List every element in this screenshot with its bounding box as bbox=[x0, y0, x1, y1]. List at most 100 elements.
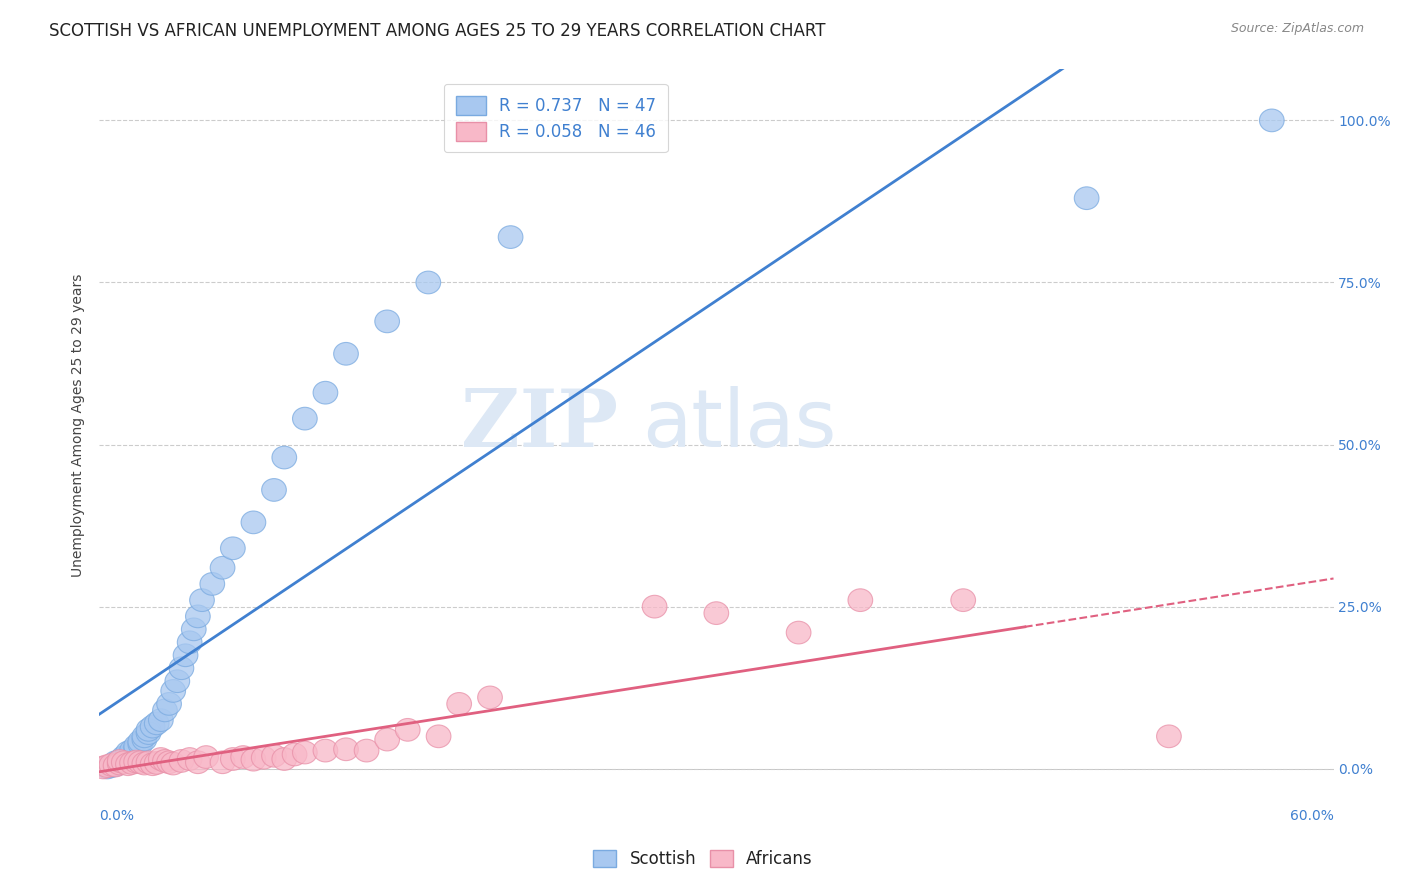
Ellipse shape bbox=[100, 754, 124, 776]
Ellipse shape bbox=[156, 751, 181, 773]
Ellipse shape bbox=[120, 739, 145, 762]
Ellipse shape bbox=[169, 749, 194, 772]
Ellipse shape bbox=[165, 670, 190, 692]
Ellipse shape bbox=[132, 752, 156, 775]
Ellipse shape bbox=[160, 680, 186, 702]
Ellipse shape bbox=[136, 718, 160, 741]
Text: Source: ZipAtlas.com: Source: ZipAtlas.com bbox=[1230, 22, 1364, 36]
Ellipse shape bbox=[132, 725, 156, 747]
Ellipse shape bbox=[107, 752, 132, 775]
Ellipse shape bbox=[292, 408, 318, 430]
Ellipse shape bbox=[1260, 109, 1284, 132]
Ellipse shape bbox=[283, 743, 307, 766]
Ellipse shape bbox=[96, 756, 120, 779]
Ellipse shape bbox=[375, 728, 399, 751]
Ellipse shape bbox=[145, 752, 169, 774]
Ellipse shape bbox=[128, 732, 153, 756]
Ellipse shape bbox=[111, 746, 136, 768]
Ellipse shape bbox=[186, 605, 211, 628]
Ellipse shape bbox=[160, 752, 186, 775]
Ellipse shape bbox=[211, 557, 235, 579]
Ellipse shape bbox=[950, 589, 976, 612]
Text: 60.0%: 60.0% bbox=[1289, 809, 1333, 823]
Ellipse shape bbox=[149, 709, 173, 731]
Ellipse shape bbox=[314, 382, 337, 404]
Ellipse shape bbox=[333, 343, 359, 365]
Ellipse shape bbox=[169, 657, 194, 680]
Ellipse shape bbox=[221, 537, 245, 559]
Ellipse shape bbox=[156, 692, 181, 715]
Ellipse shape bbox=[478, 686, 502, 709]
Text: ZIP: ZIP bbox=[461, 386, 617, 464]
Ellipse shape bbox=[103, 754, 128, 776]
Ellipse shape bbox=[145, 712, 169, 735]
Ellipse shape bbox=[211, 751, 235, 773]
Ellipse shape bbox=[194, 746, 218, 768]
Ellipse shape bbox=[200, 573, 225, 595]
Ellipse shape bbox=[124, 738, 149, 761]
Ellipse shape bbox=[1157, 725, 1181, 747]
Ellipse shape bbox=[141, 715, 165, 738]
Ellipse shape bbox=[132, 728, 156, 751]
Ellipse shape bbox=[173, 644, 198, 666]
Ellipse shape bbox=[354, 739, 380, 762]
Ellipse shape bbox=[124, 735, 149, 757]
Ellipse shape bbox=[128, 751, 153, 773]
Ellipse shape bbox=[416, 271, 440, 293]
Ellipse shape bbox=[153, 699, 177, 722]
Legend: R = 0.737   N = 47, R = 0.058   N = 46: R = 0.737 N = 47, R = 0.058 N = 46 bbox=[444, 84, 668, 153]
Ellipse shape bbox=[91, 756, 115, 779]
Ellipse shape bbox=[177, 747, 202, 771]
Ellipse shape bbox=[115, 741, 141, 764]
Ellipse shape bbox=[395, 718, 420, 741]
Ellipse shape bbox=[100, 755, 124, 778]
Ellipse shape bbox=[120, 743, 145, 766]
Ellipse shape bbox=[704, 602, 728, 624]
Ellipse shape bbox=[103, 751, 128, 773]
Ellipse shape bbox=[107, 752, 132, 775]
Ellipse shape bbox=[271, 446, 297, 469]
Ellipse shape bbox=[252, 747, 276, 769]
Ellipse shape bbox=[271, 747, 297, 771]
Ellipse shape bbox=[111, 751, 136, 773]
Ellipse shape bbox=[314, 739, 337, 762]
Ellipse shape bbox=[848, 589, 873, 612]
Ellipse shape bbox=[149, 747, 173, 771]
Legend: Scottish, Africans: Scottish, Africans bbox=[586, 843, 820, 875]
Ellipse shape bbox=[643, 595, 666, 618]
Ellipse shape bbox=[136, 751, 160, 773]
Ellipse shape bbox=[136, 722, 160, 745]
Ellipse shape bbox=[115, 753, 141, 775]
Text: 0.0%: 0.0% bbox=[100, 809, 134, 823]
Ellipse shape bbox=[240, 511, 266, 533]
Ellipse shape bbox=[103, 754, 128, 777]
Ellipse shape bbox=[231, 746, 256, 768]
Ellipse shape bbox=[115, 745, 141, 767]
Ellipse shape bbox=[333, 738, 359, 761]
Ellipse shape bbox=[190, 589, 214, 612]
Ellipse shape bbox=[262, 479, 287, 501]
Ellipse shape bbox=[111, 747, 136, 771]
Ellipse shape bbox=[181, 618, 207, 640]
Ellipse shape bbox=[153, 749, 177, 772]
Text: atlas: atlas bbox=[643, 386, 837, 464]
Ellipse shape bbox=[124, 750, 149, 773]
Ellipse shape bbox=[426, 725, 451, 747]
Ellipse shape bbox=[447, 692, 471, 715]
Text: SCOTTISH VS AFRICAN UNEMPLOYMENT AMONG AGES 25 TO 29 YEARS CORRELATION CHART: SCOTTISH VS AFRICAN UNEMPLOYMENT AMONG A… bbox=[49, 22, 825, 40]
Ellipse shape bbox=[375, 310, 399, 333]
Ellipse shape bbox=[186, 751, 211, 773]
Ellipse shape bbox=[221, 747, 245, 771]
Ellipse shape bbox=[128, 731, 153, 753]
Ellipse shape bbox=[498, 226, 523, 249]
Ellipse shape bbox=[240, 748, 266, 771]
Ellipse shape bbox=[107, 749, 132, 772]
Ellipse shape bbox=[120, 752, 145, 774]
Ellipse shape bbox=[292, 741, 318, 764]
Ellipse shape bbox=[96, 755, 120, 778]
Ellipse shape bbox=[141, 753, 165, 775]
Y-axis label: Unemployment Among Ages 25 to 29 years: Unemployment Among Ages 25 to 29 years bbox=[72, 274, 86, 577]
Ellipse shape bbox=[262, 745, 287, 767]
Ellipse shape bbox=[1074, 186, 1099, 210]
Ellipse shape bbox=[786, 621, 811, 644]
